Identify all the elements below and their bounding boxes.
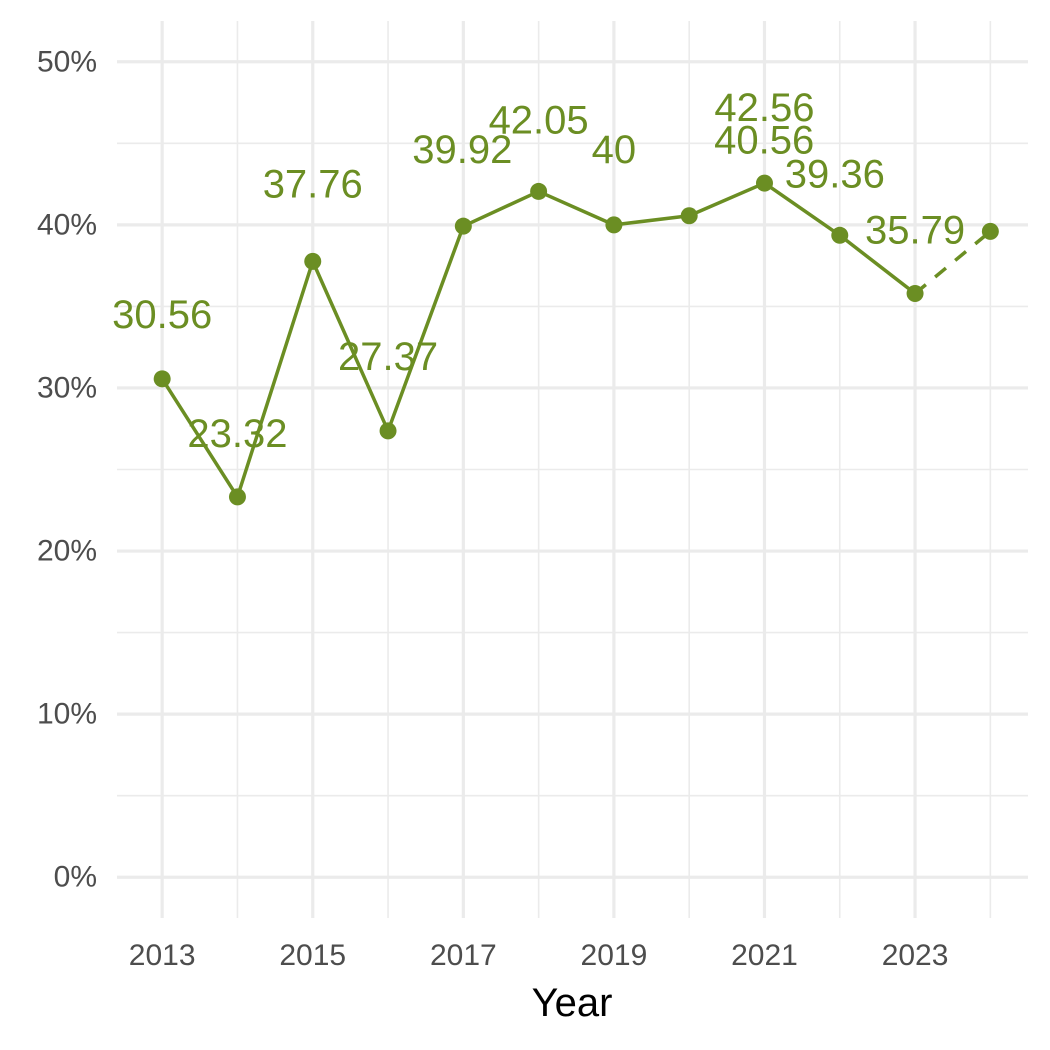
x-tick-label: 2019 bbox=[581, 939, 648, 972]
data-label: 40.56 bbox=[714, 119, 814, 163]
data-label: 37.76 bbox=[263, 162, 363, 206]
x-tick-label: 2015 bbox=[279, 939, 346, 972]
y-tick-label: 30% bbox=[37, 371, 97, 404]
major-gridlines bbox=[117, 21, 1028, 918]
data-label: 30.56 bbox=[112, 293, 212, 337]
data-label: 39.36 bbox=[785, 152, 885, 196]
data-label: 42.05 bbox=[489, 98, 589, 142]
data-label: 27.37 bbox=[338, 335, 438, 379]
data-point bbox=[605, 216, 623, 234]
x-axis-title: Year bbox=[532, 981, 613, 1025]
y-tick-label: 0% bbox=[54, 861, 97, 894]
minor-gridlines bbox=[117, 21, 1028, 918]
data-label: 40 bbox=[592, 128, 637, 172]
x-tick-label: 2013 bbox=[129, 939, 196, 972]
y-tick-label: 20% bbox=[37, 535, 97, 568]
y-axis-tick-labels: 0% 10% 20% 30% 40% 50% bbox=[37, 45, 97, 893]
data-point bbox=[228, 488, 246, 506]
series-points bbox=[153, 174, 999, 506]
y-tick-label: 50% bbox=[37, 45, 97, 78]
x-tick-label: 2023 bbox=[882, 939, 949, 972]
data-label: 35.79 bbox=[865, 209, 965, 253]
data-point bbox=[304, 252, 322, 270]
x-tick-label: 2021 bbox=[731, 939, 798, 972]
data-point bbox=[530, 182, 548, 200]
y-tick-label: 40% bbox=[37, 208, 97, 241]
data-point bbox=[454, 217, 472, 235]
data-point bbox=[906, 285, 924, 303]
data-label: 23.32 bbox=[187, 412, 287, 456]
y-tick-label: 10% bbox=[37, 698, 97, 731]
data-point bbox=[831, 226, 849, 244]
data-label: 39.92 bbox=[412, 128, 512, 172]
data-point bbox=[981, 222, 999, 240]
data-point bbox=[755, 174, 773, 192]
x-tick-label: 2017 bbox=[430, 939, 497, 972]
x-axis-tick-labels: 2013 2015 2017 2019 2021 2023 bbox=[129, 939, 949, 972]
data-point bbox=[680, 207, 698, 225]
series-line-dashed bbox=[913, 230, 992, 295]
data-label: 42.56 bbox=[714, 86, 814, 130]
data-point bbox=[153, 370, 171, 388]
data-point bbox=[379, 422, 397, 440]
